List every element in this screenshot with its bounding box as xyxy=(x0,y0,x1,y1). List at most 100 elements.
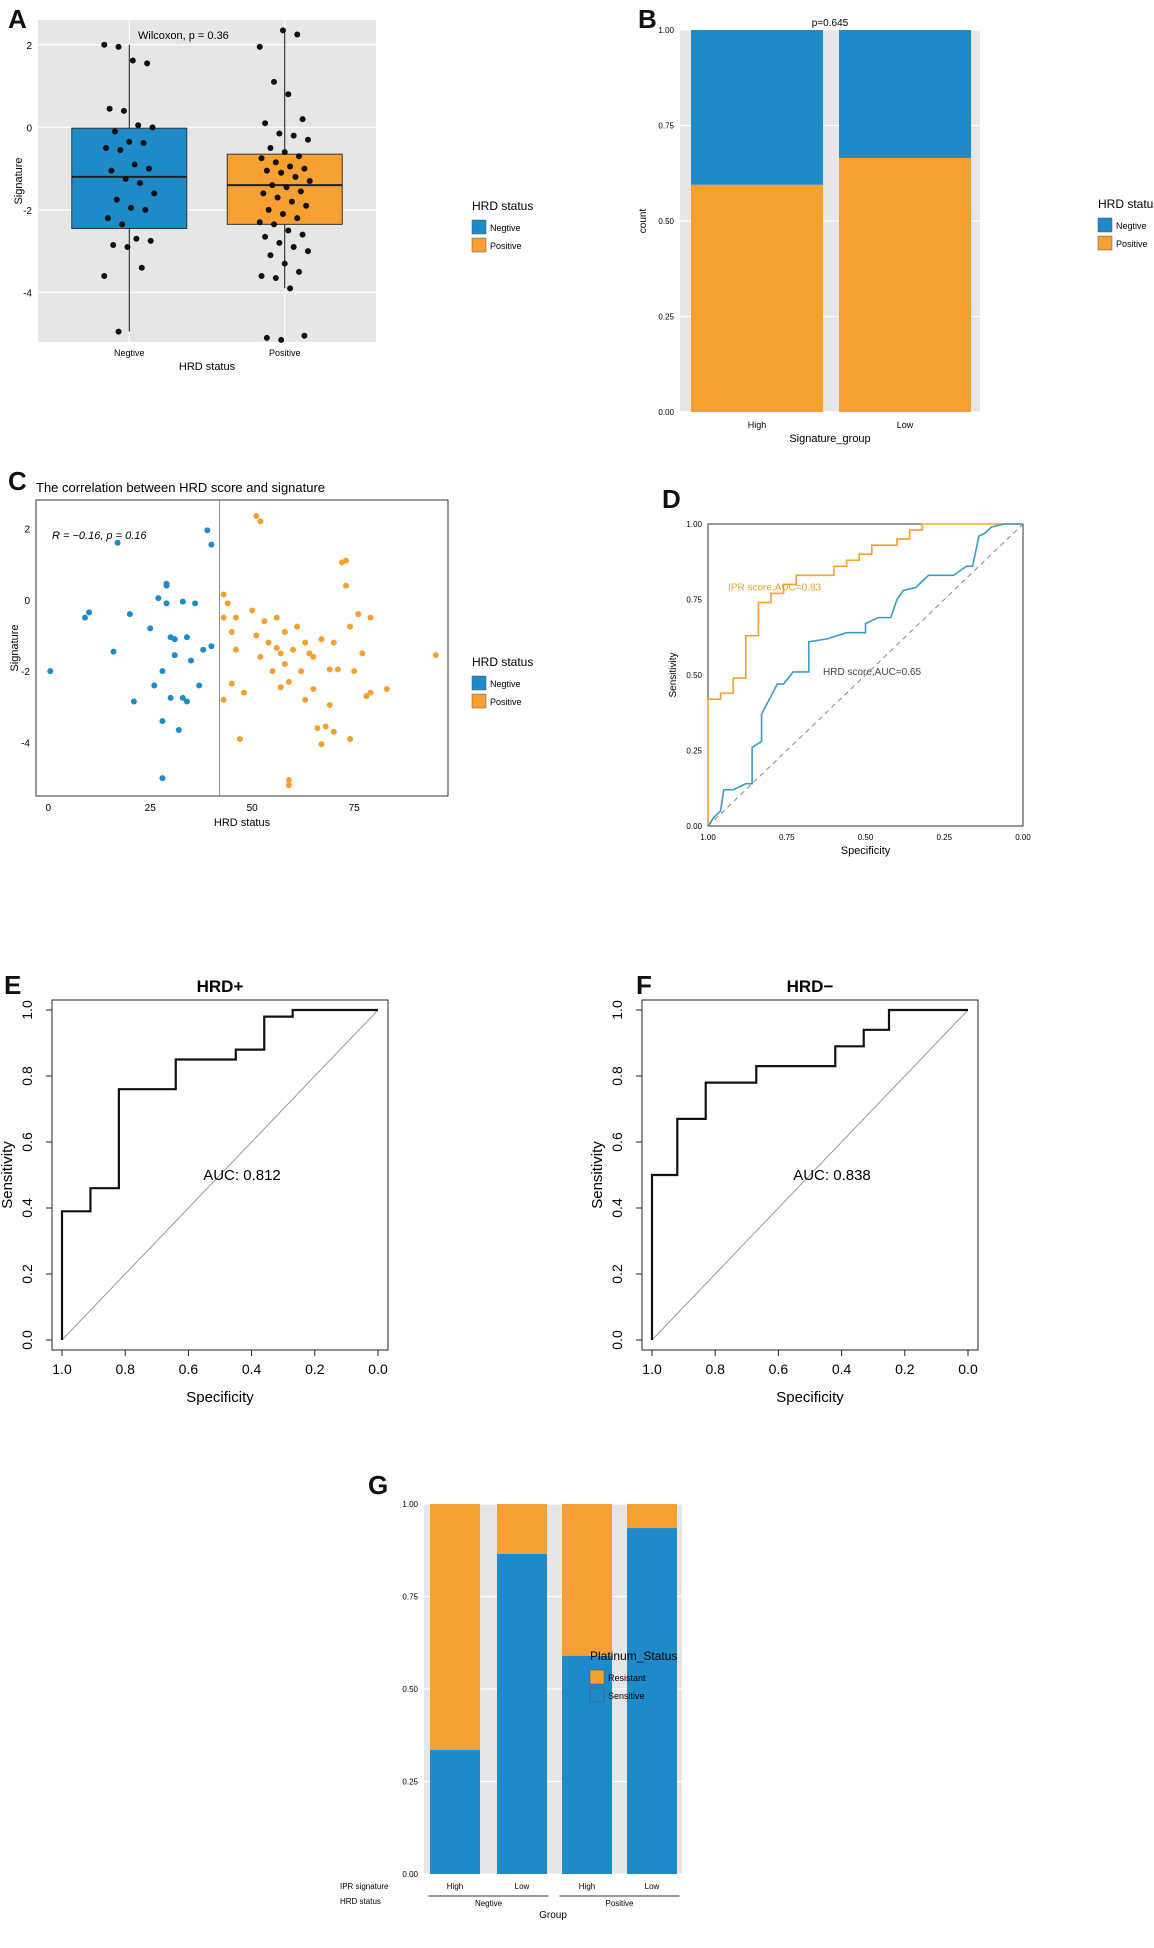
c-point-negative xyxy=(147,625,154,632)
d-diagonal xyxy=(707,523,1024,827)
c-point-positive xyxy=(343,582,350,589)
a-ytick-2: 0 xyxy=(26,123,32,134)
c-point-positive xyxy=(265,639,272,646)
a-legend-key-0 xyxy=(471,219,487,235)
a-point xyxy=(260,190,267,197)
a-point xyxy=(288,198,295,205)
c-point-positive xyxy=(330,728,337,735)
c-point-negative xyxy=(188,657,195,664)
g-xtick-1: Low xyxy=(515,1882,530,1891)
f-title: HRD− xyxy=(787,977,834,996)
panel-label-e: E xyxy=(4,970,22,1000)
c-ylabel: Signature xyxy=(9,624,21,671)
c-legend-title: HRD status xyxy=(472,655,533,669)
a-legend-key-1 xyxy=(471,237,487,253)
b-ytick-4: 1.00 xyxy=(658,26,674,35)
e-diagonal xyxy=(61,1009,379,1341)
c-xtick-1: 25 xyxy=(145,803,157,814)
e-ytick-1: 0.2 xyxy=(19,1264,35,1284)
d-ytick-0: 0.00 xyxy=(686,822,702,831)
a-point xyxy=(149,124,156,131)
c-point-positive xyxy=(367,614,374,621)
g-legend-label-1: Sensitive xyxy=(608,1691,645,1701)
c-point-positive xyxy=(367,689,374,696)
a-xlabel: HRD status xyxy=(179,361,236,373)
c-point-negative xyxy=(159,668,166,675)
c-point-positive xyxy=(359,650,366,657)
chart-g: 0.00 0.25 0.50 0.75 1.00 High Low High Low IPR si… xyxy=(340,1500,682,1921)
a-point xyxy=(258,272,265,279)
c-point-negative xyxy=(114,539,121,546)
a-point xyxy=(279,27,286,34)
g-row-label-0: IPR signature xyxy=(340,1882,389,1891)
d-ytick-4: 1.00 xyxy=(686,520,702,529)
chart-a: -4 -2 0 2 Negtive Positive Wilcoxon, p = 0.36 H… xyxy=(13,20,533,373)
a-point xyxy=(272,159,279,166)
g-ytick-4: 1.00 xyxy=(402,1500,418,1509)
g-bar-0-sensitive xyxy=(430,1750,480,1874)
a-box-0 xyxy=(71,127,188,229)
a-point xyxy=(283,184,290,191)
c-point-positive xyxy=(261,618,268,625)
c-point-positive xyxy=(306,650,313,657)
c-point-positive xyxy=(257,653,264,660)
a-legend-title: HRD status xyxy=(472,199,533,213)
e-xlabel: Specificity xyxy=(186,1389,254,1406)
c-point-positive xyxy=(232,614,239,621)
c-point-positive xyxy=(273,614,280,621)
g-legend-title: Platinum_Status xyxy=(590,1649,677,1663)
g-bar-1-sensitive xyxy=(497,1553,547,1874)
a-legend-label-0: Negtive xyxy=(490,223,521,233)
a-point xyxy=(276,239,283,246)
a-point xyxy=(299,116,306,123)
f-ylabel: Sensitivity xyxy=(589,1141,606,1209)
e-xtick-3: 0.4 xyxy=(242,1361,262,1377)
a-point xyxy=(256,219,263,226)
e-xtick-5: 0.0 xyxy=(368,1361,388,1377)
f-ytick-2: 0.4 xyxy=(609,1198,625,1218)
c-point-positive xyxy=(253,513,260,520)
c-point-negative xyxy=(183,698,190,705)
c-point-positive xyxy=(310,686,317,693)
c-point-positive xyxy=(249,607,256,614)
c-point-positive xyxy=(302,639,309,646)
c-panel-bg xyxy=(35,499,449,797)
d-ytick-2: 0.50 xyxy=(686,671,702,680)
c-point-positive xyxy=(351,668,358,675)
f-xtick-5: 0.0 xyxy=(958,1361,978,1377)
g-ytick-0: 0.00 xyxy=(402,1870,418,1879)
a-point xyxy=(278,336,285,343)
b-ytick-2: 0.50 xyxy=(658,217,674,226)
c-point-positive xyxy=(281,661,288,668)
c-ytick-3: 2 xyxy=(24,525,30,536)
chart-e: 0.0 0.2 0.4 0.6 0.8 1.0 1.0 0.8 0.6 0.4 0.2 0.0 HRD+… xyxy=(0,977,389,1406)
b-xlabel: Signature_group xyxy=(789,433,870,445)
a-point xyxy=(274,194,281,201)
c-point-positive xyxy=(318,636,325,643)
c-point-negative xyxy=(208,643,215,650)
a-point xyxy=(276,130,283,137)
a-point xyxy=(131,161,138,168)
b-bar-high-negtive xyxy=(691,30,823,185)
c-xtick-0: 0 xyxy=(45,803,51,814)
c-point-negative xyxy=(126,611,133,618)
d-xtick-2: 0.50 xyxy=(858,833,874,842)
g-bar-3-sensitive xyxy=(627,1528,677,1874)
a-point xyxy=(151,190,158,197)
a-point xyxy=(294,215,301,222)
c-point-negative xyxy=(167,694,174,701)
a-point xyxy=(138,264,145,271)
f-roc-line xyxy=(650,1008,968,1340)
c-point-negative xyxy=(151,682,158,689)
a-point xyxy=(272,275,279,282)
d-ytick-1: 0.25 xyxy=(686,747,702,756)
c-point-negative xyxy=(159,718,166,725)
c-point-positive xyxy=(343,557,350,564)
e-ytick-5: 1.0 xyxy=(19,1000,35,1020)
a-point xyxy=(271,221,278,228)
g-bar-1-resistant xyxy=(497,1504,547,1554)
a-point xyxy=(122,175,129,182)
c-point-positive xyxy=(257,518,264,525)
c-point-positive xyxy=(220,614,227,621)
c-point-negative xyxy=(171,636,178,643)
